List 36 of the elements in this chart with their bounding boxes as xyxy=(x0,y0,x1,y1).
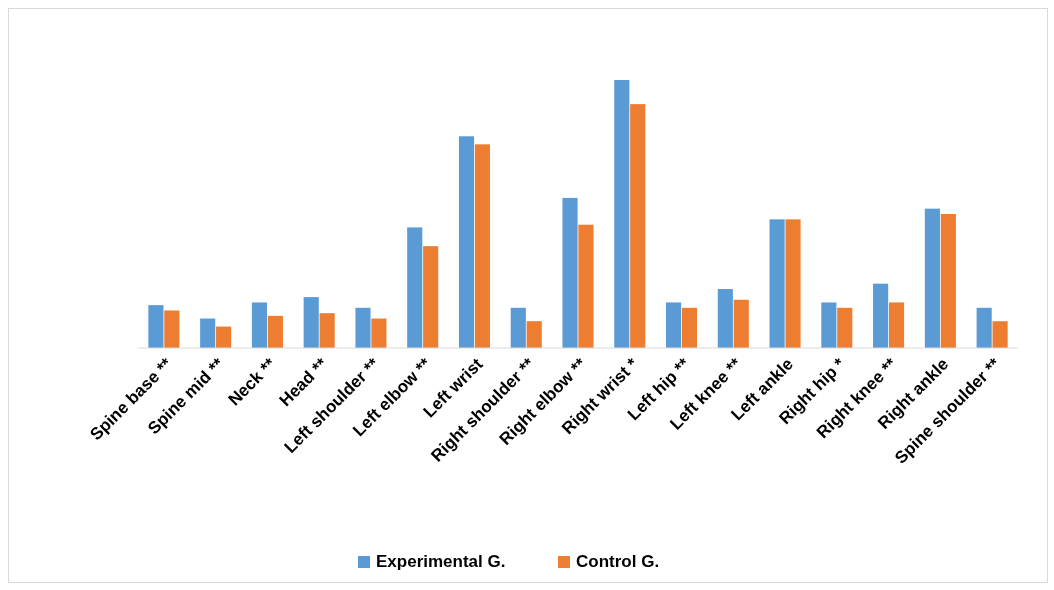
bar xyxy=(423,246,439,348)
bar xyxy=(474,144,490,348)
bar xyxy=(976,307,992,348)
bar xyxy=(526,321,542,348)
bar xyxy=(940,214,956,348)
bar xyxy=(562,197,578,348)
bar xyxy=(407,227,423,348)
bar xyxy=(164,310,180,348)
bar xyxy=(681,307,698,348)
bar xyxy=(251,302,268,348)
bar xyxy=(733,299,749,348)
bar xyxy=(666,302,682,348)
bar xyxy=(785,219,801,348)
bar xyxy=(303,297,319,348)
bar xyxy=(837,307,853,348)
bar xyxy=(578,224,594,348)
bar xyxy=(216,326,232,348)
bar xyxy=(319,313,335,348)
bar xyxy=(267,315,283,348)
bar xyxy=(200,318,216,348)
bar xyxy=(873,283,889,348)
bar xyxy=(510,307,526,348)
legend-label: Experimental G. xyxy=(376,552,506,572)
bar xyxy=(148,305,164,348)
bar xyxy=(821,302,837,348)
legend-label: Control G. xyxy=(576,552,660,572)
bar xyxy=(924,208,940,348)
bar xyxy=(371,318,387,348)
bar xyxy=(458,136,475,348)
bar xyxy=(888,302,905,348)
bar xyxy=(355,307,371,348)
bar xyxy=(630,104,646,348)
bar xyxy=(992,321,1008,348)
bar xyxy=(614,80,630,348)
bar xyxy=(769,219,785,348)
bar xyxy=(717,289,733,348)
